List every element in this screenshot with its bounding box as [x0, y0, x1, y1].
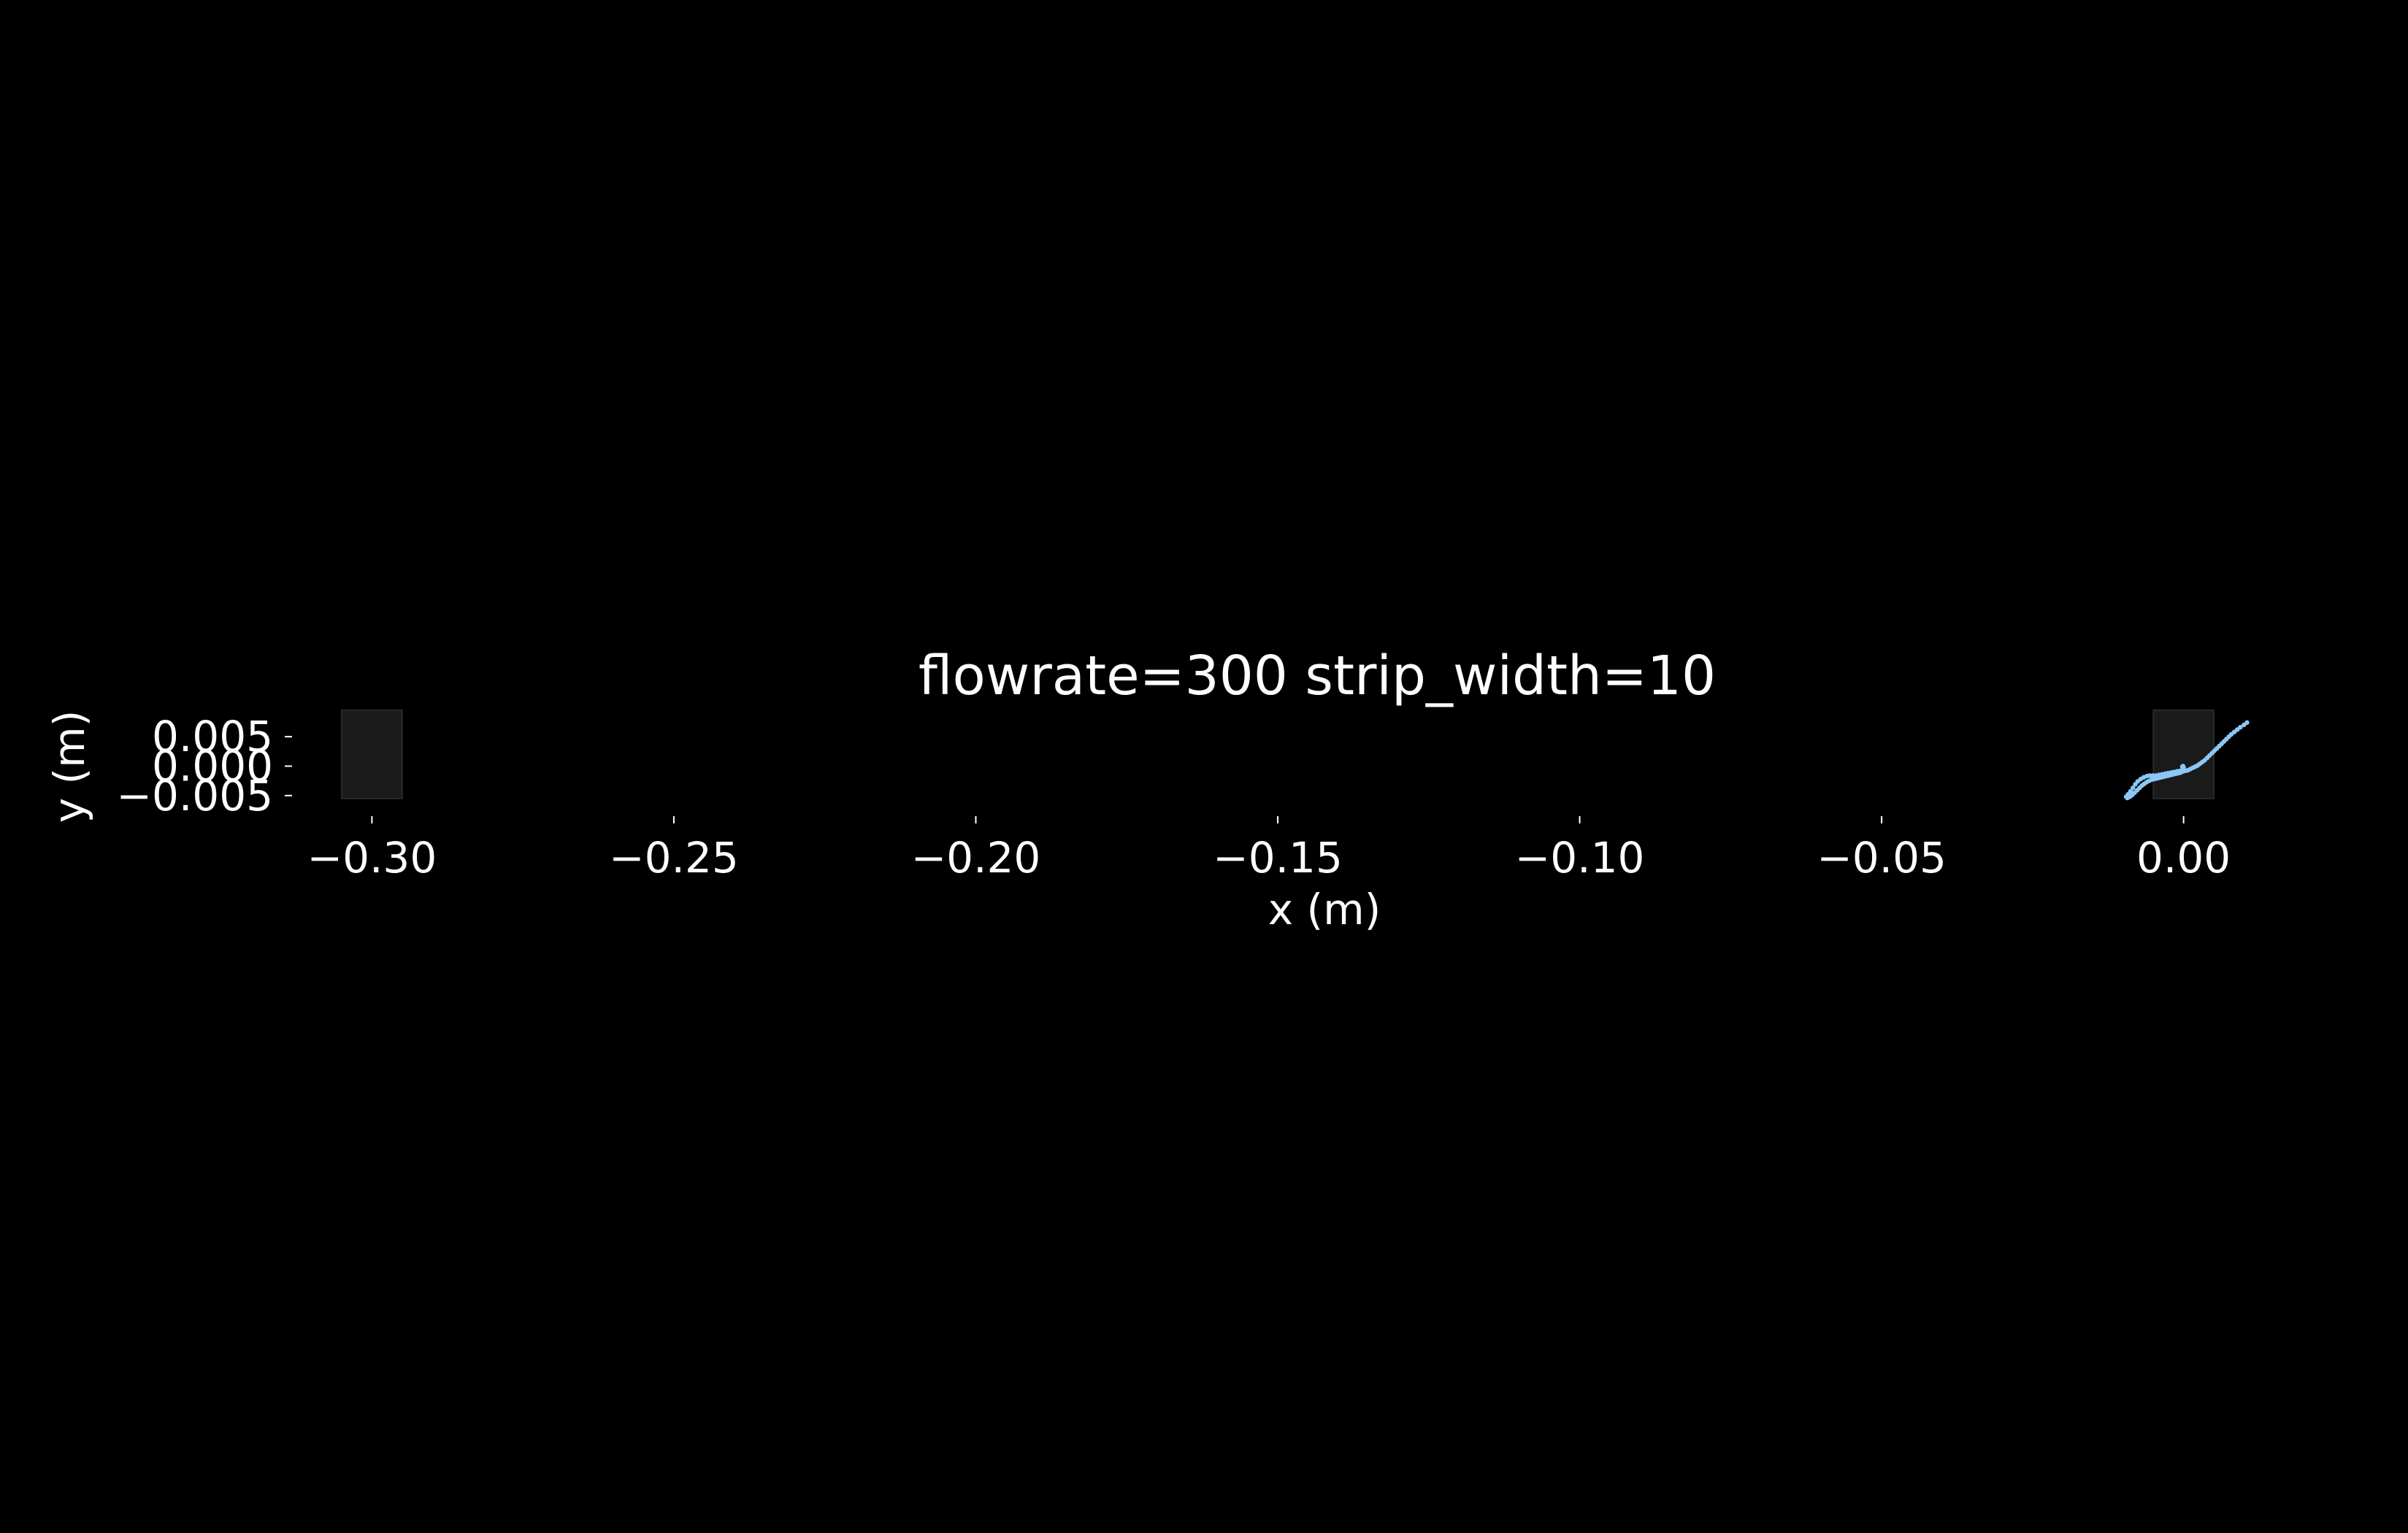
x-tick-label: −0.10	[1515, 833, 1645, 883]
data-points	[2123, 720, 2250, 801]
x-axis: −0.30 −0.25 −0.20 −0.15 −0.10 −0.05 0.00	[307, 816, 2231, 883]
x-tick-label: −0.25	[609, 833, 739, 883]
strip-rectangles	[341, 709, 2215, 799]
x-axis-label: x (m)	[1268, 885, 1381, 934]
data-point	[2179, 764, 2185, 769]
x-tick-label: −0.05	[1817, 833, 1947, 883]
y-tick-label: −0.005	[116, 771, 273, 821]
x-tick-label: 0.00	[2136, 833, 2231, 883]
data-point	[2238, 725, 2243, 730]
y-axis-label: y (m)	[45, 710, 94, 823]
data-point	[2128, 788, 2133, 794]
chart-title: flowrate=300 strip_width=10	[919, 645, 1716, 707]
y-tick-label: 0.005	[152, 712, 273, 761]
right-strip-rect	[2152, 709, 2215, 799]
data-point	[2244, 720, 2250, 726]
y-tick-label: 0.000	[152, 742, 273, 791]
x-tick-label: −0.20	[911, 833, 1041, 883]
data-point	[2130, 785, 2136, 791]
x-tick-label: −0.15	[1213, 833, 1343, 883]
x-tick-label: −0.30	[307, 833, 437, 883]
left-strip-rect	[341, 709, 403, 799]
